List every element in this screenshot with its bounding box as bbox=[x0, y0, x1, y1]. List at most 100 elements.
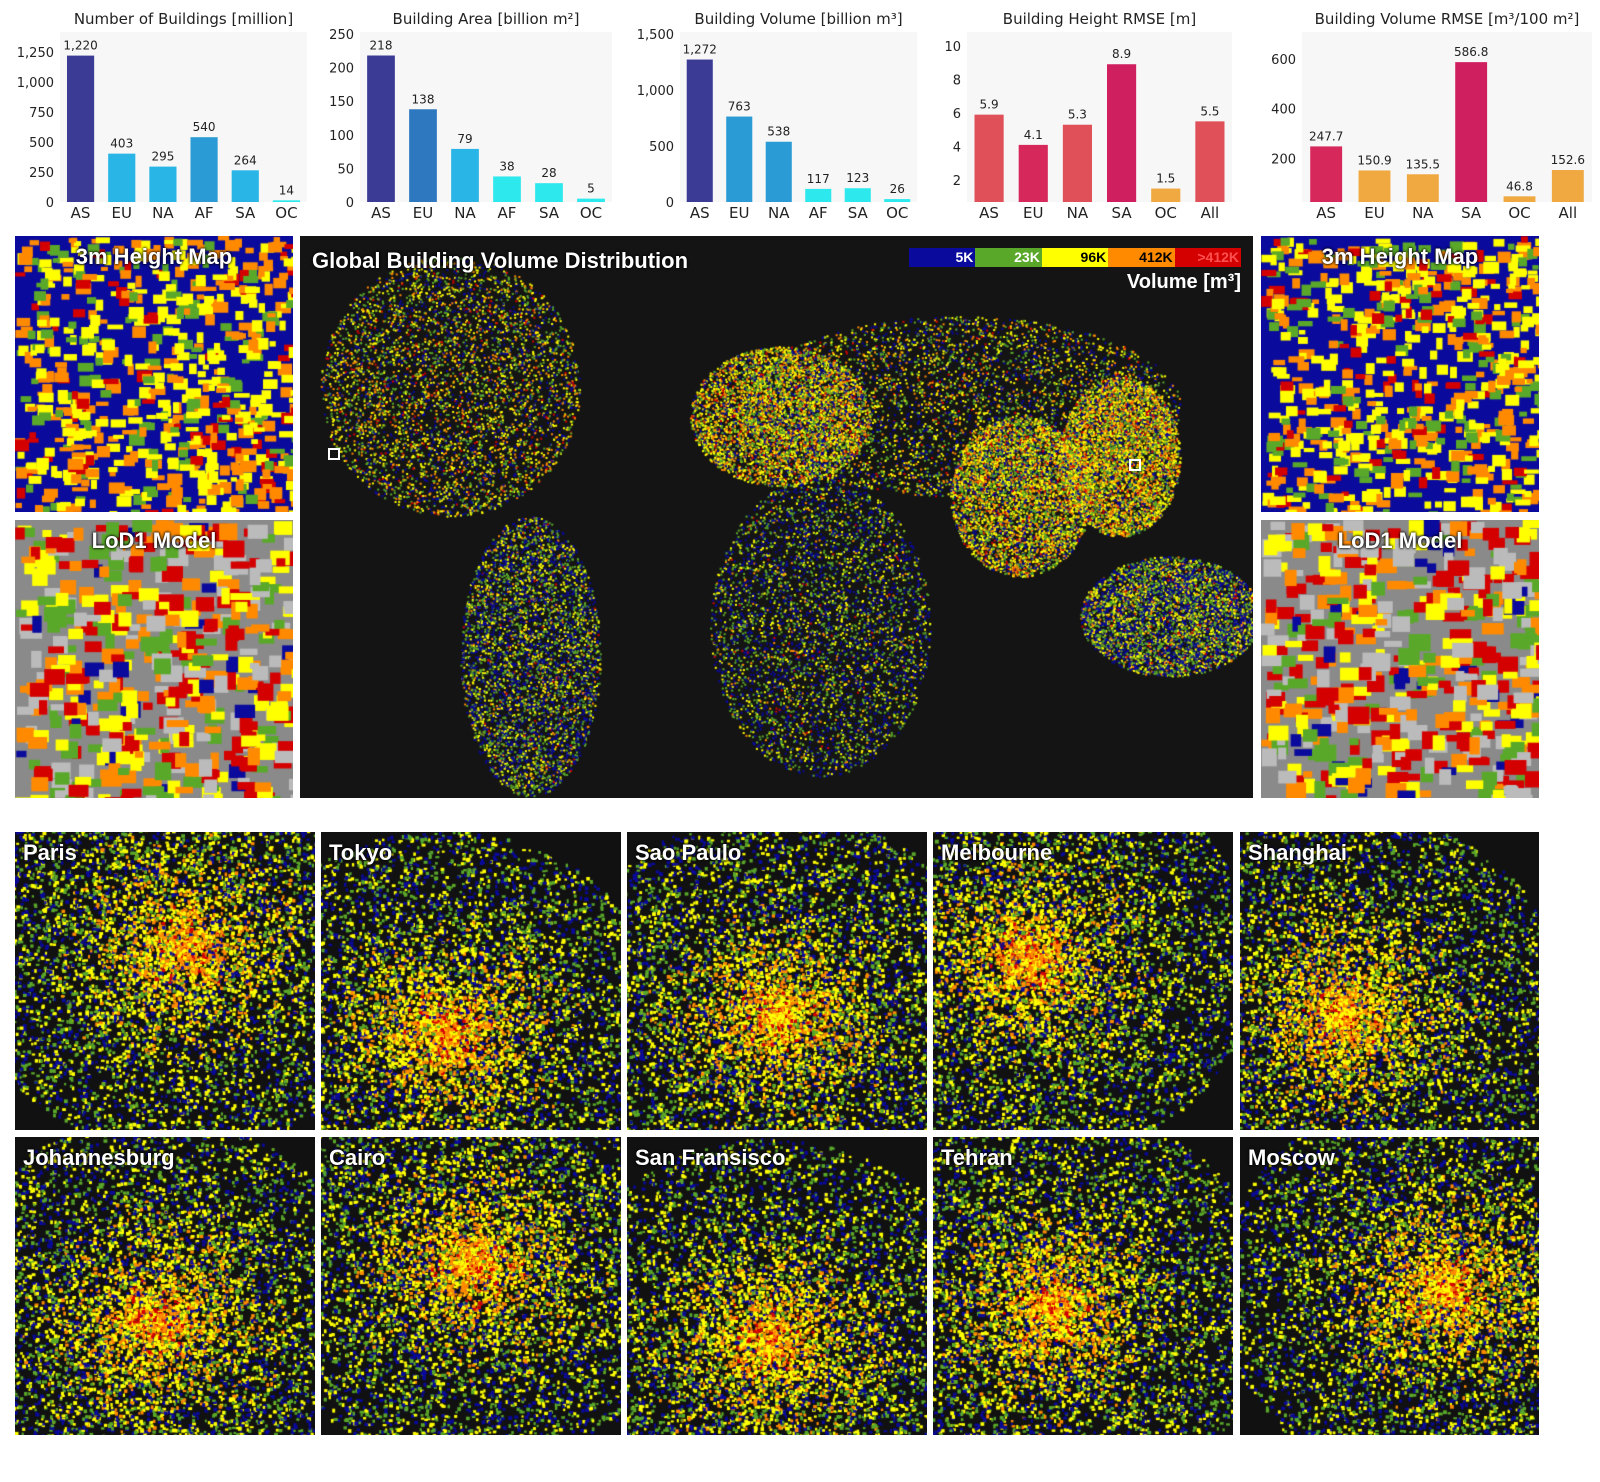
city-title: Moscow bbox=[1248, 1145, 1335, 1170]
data-label: 1.5 bbox=[1156, 172, 1175, 186]
city-title: Tehran bbox=[941, 1145, 1013, 1170]
x-tick-label: SA bbox=[1112, 204, 1133, 222]
chart-title: Building Height RMSE [m] bbox=[1003, 10, 1196, 28]
data-label: 264 bbox=[234, 153, 257, 167]
bar-sa bbox=[1455, 62, 1488, 203]
data-label: 5.9 bbox=[980, 98, 999, 112]
y-tick-label: 4 bbox=[953, 141, 961, 156]
city-map-tehran: Tehran bbox=[933, 1137, 1233, 1435]
data-label: 26 bbox=[890, 182, 905, 196]
x-tick-label: NA bbox=[1412, 204, 1434, 222]
x-tick-label: NA bbox=[768, 204, 790, 222]
city-title: Cairo bbox=[329, 1145, 386, 1170]
city-map-tokyo: Tokyo bbox=[321, 832, 621, 1130]
city-title: Paris bbox=[23, 840, 77, 865]
data-label: 1,272 bbox=[683, 43, 717, 57]
left-lod1-model: LoD1 Model bbox=[15, 520, 293, 798]
y-tick-label: 200 bbox=[1271, 152, 1296, 167]
y-tick-label: 750 bbox=[29, 106, 54, 121]
chart-svg: Building Area [billion m²] 0 50 100 150 200 25… bbox=[329, 10, 612, 222]
data-label: 150.9 bbox=[1357, 153, 1391, 167]
data-label: 138 bbox=[412, 92, 435, 106]
x-tick-label: AF bbox=[809, 204, 828, 222]
data-label: 247.7 bbox=[1309, 129, 1343, 143]
y-tick-label: 250 bbox=[329, 28, 354, 43]
city-map-melbourne: Melbourne bbox=[933, 832, 1233, 1130]
x-tick-label: OC bbox=[1508, 204, 1530, 222]
bar-eu bbox=[726, 116, 753, 202]
x-tick-label: OC bbox=[886, 204, 908, 222]
x-tick-label: EU bbox=[1023, 204, 1043, 222]
data-label: 152.6 bbox=[1551, 153, 1585, 167]
chart-volume-rmse: Building Volume RMSE [m³/100 m²] 200 400 60… bbox=[1240, 0, 1600, 225]
x-tick-label: NA bbox=[454, 204, 476, 222]
y-tick-label: 1,000 bbox=[637, 84, 674, 99]
chart-height-rmse: Building Height RMSE [m] 2 4 6 8 10 5.9 AS 4.1 EU… bbox=[925, 0, 1240, 225]
data-label: 5.3 bbox=[1068, 108, 1087, 122]
chart-title: Building Area [billion m²] bbox=[393, 10, 580, 28]
bar-as bbox=[974, 114, 1004, 202]
y-tick-label: 0 bbox=[346, 196, 354, 211]
data-label: 14 bbox=[279, 183, 294, 197]
x-tick-label: NA bbox=[1067, 204, 1089, 222]
data-label: 1,220 bbox=[63, 39, 97, 53]
x-tick-label: All bbox=[1201, 204, 1220, 222]
data-label: 540 bbox=[193, 120, 216, 134]
y-tick-label: 600 bbox=[1271, 53, 1296, 68]
y-tick-label: 500 bbox=[29, 136, 54, 151]
bar-all bbox=[1195, 121, 1225, 202]
bar-all bbox=[1551, 170, 1584, 202]
chart-svg: Building Height RMSE [m] 2 4 6 8 10 5.9 AS 4.1 EU… bbox=[944, 10, 1232, 222]
y-tick-label: 100 bbox=[329, 129, 354, 144]
bar-na bbox=[1406, 174, 1439, 202]
location-marker-east bbox=[1129, 459, 1141, 471]
bar-eu bbox=[108, 153, 136, 202]
y-tick-label: 200 bbox=[329, 62, 354, 77]
city-title: Melbourne bbox=[941, 840, 1053, 865]
chart-building-area: Building Area [billion m²] 0 50 100 150 200 25… bbox=[315, 0, 620, 225]
city-map-moscow: Moscow bbox=[1240, 1137, 1539, 1435]
bar-oc bbox=[1151, 188, 1181, 202]
plot-background bbox=[1302, 32, 1592, 202]
bar-oc bbox=[1503, 196, 1536, 202]
city-title: Sao Paulo bbox=[635, 840, 742, 865]
data-label: 123 bbox=[846, 171, 869, 185]
city-title: San Fransisco bbox=[635, 1145, 786, 1170]
bar-sa bbox=[231, 170, 259, 202]
plot-background bbox=[967, 32, 1232, 202]
x-tick-label: OC bbox=[275, 204, 297, 222]
y-tick-label: 0 bbox=[46, 196, 54, 211]
x-tick-label: AF bbox=[498, 204, 517, 222]
bar-af bbox=[493, 176, 521, 202]
x-tick-label: AF bbox=[195, 204, 214, 222]
city-map-shanghai: Shanghai bbox=[1240, 832, 1539, 1130]
chart-number-of-buildings: Number of Buildings [million] 0 250 500 750 1… bbox=[0, 0, 315, 225]
chart-svg: Number of Buildings [million] 0 250 500 750 1… bbox=[17, 10, 307, 222]
data-label: 28 bbox=[541, 166, 556, 180]
panel-title: LoD1 Model bbox=[91, 528, 217, 553]
bar-na bbox=[451, 148, 479, 202]
chart-title: Number of Buildings [million] bbox=[74, 10, 293, 28]
x-tick-label: SA bbox=[848, 204, 869, 222]
data-label: 5.5 bbox=[1200, 104, 1219, 118]
panel-title: LoD1 Model bbox=[1337, 528, 1463, 553]
y-tick-label: 2 bbox=[953, 174, 961, 189]
x-tick-label: AS bbox=[1316, 204, 1336, 222]
bar-oc bbox=[884, 199, 911, 202]
city-map-sao-paulo: Sao Paulo bbox=[627, 832, 927, 1130]
x-tick-label: SA bbox=[539, 204, 560, 222]
location-marker-west bbox=[328, 448, 340, 460]
bar-sa bbox=[1107, 64, 1137, 203]
legend-colorbar: 5K 23K 96K 412K >412K bbox=[909, 248, 1242, 267]
y-tick-label: 1,250 bbox=[17, 46, 54, 61]
data-label: 38 bbox=[499, 159, 514, 173]
city-title: Shanghai bbox=[1248, 840, 1348, 865]
x-tick-label: EU bbox=[112, 204, 132, 222]
bar-eu bbox=[1018, 144, 1048, 202]
bar-na bbox=[1062, 124, 1092, 202]
data-label: 117 bbox=[807, 172, 830, 186]
bar-eu bbox=[409, 109, 437, 202]
y-tick-label: 10 bbox=[944, 40, 961, 55]
y-tick-label: 50 bbox=[337, 162, 354, 177]
y-tick-label: 6 bbox=[953, 107, 961, 122]
